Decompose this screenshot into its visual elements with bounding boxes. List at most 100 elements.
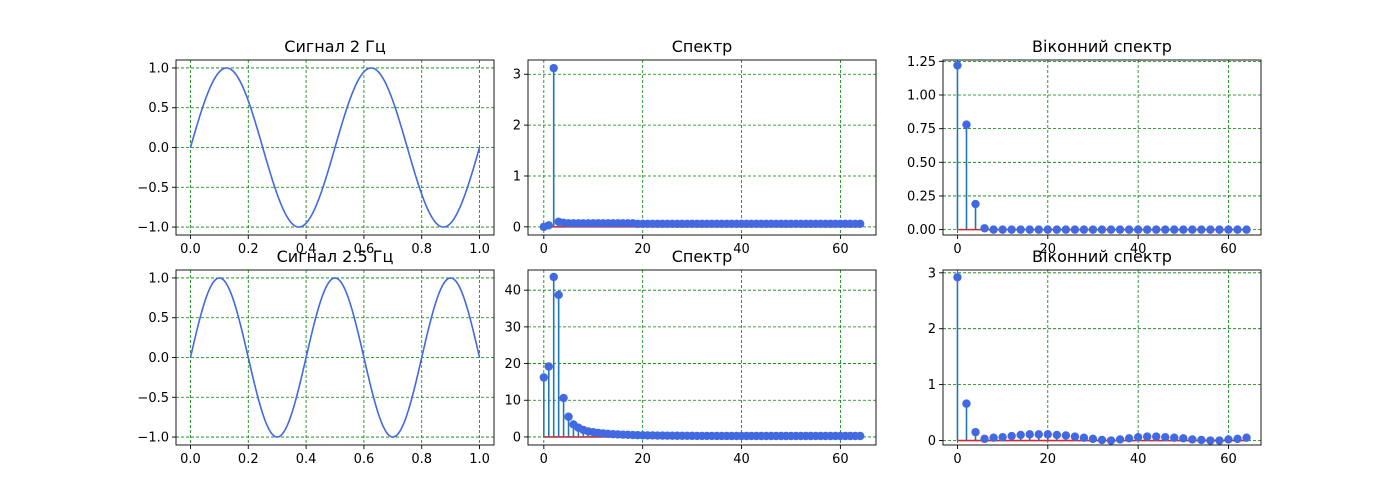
y-tick-label: 0.5 [148, 101, 169, 116]
stem-marker [1233, 225, 1242, 234]
y-tick-label: 10 [504, 394, 521, 409]
stem-marker [1097, 225, 1107, 234]
stem-marker [1070, 225, 1080, 234]
y-tick-label: −0.5 [137, 391, 169, 406]
x-tick-label: 60 [832, 242, 849, 257]
stem-marker [1043, 225, 1052, 234]
y-tick-label: 1 [513, 169, 521, 184]
y-tick-label: −1.0 [137, 221, 169, 236]
x-tick-label: 0 [953, 452, 961, 467]
subplot-2: 0 20 40 60 0 1 2 3 Спектр [513, 37, 877, 257]
y-tick-label: 0 [928, 434, 936, 449]
stem-marker [1106, 436, 1116, 445]
x-tick-label: 0.0 [180, 452, 201, 467]
stem-marker [1124, 434, 1134, 443]
stem-marker [980, 434, 989, 444]
x-tick-label: 60 [1220, 242, 1237, 257]
x-tick-label: 20 [1040, 242, 1057, 257]
stem-marker [1115, 225, 1125, 234]
x-tick-label: 0.2 [238, 242, 259, 257]
y-tick-label: 1.0 [148, 61, 169, 76]
stem-marker [1161, 225, 1170, 234]
stem-marker [1043, 430, 1052, 439]
x-tick-label: 0 [540, 452, 548, 467]
stem-marker [1224, 435, 1233, 444]
plot-area [189, 67, 481, 228]
x-tick-label: 20 [634, 242, 651, 257]
plot-area [953, 61, 1251, 234]
stem-marker [1142, 432, 1152, 441]
axes-frame [942, 59, 1262, 236]
y-tick-label: 1 [928, 378, 936, 393]
y-tick-label: 40 [504, 284, 521, 299]
subplot-1: 0.0 0.2 0.4 0.6 0.8 1.0 −1.0 −0.5 0.0 0.5 1.0 Сигна… [137, 37, 495, 257]
y-tick-label: 0.00 [907, 223, 936, 238]
stem-marker [989, 433, 998, 442]
y-tick-label: 1.00 [907, 89, 936, 104]
stem-marker [564, 412, 573, 421]
stem-marker [1061, 225, 1071, 234]
subplot-5: 0 20 40 60 0 10 20 30 40 Спектр [504, 247, 877, 467]
stem-marker [953, 273, 962, 282]
stem-marker [1007, 431, 1016, 441]
stem-marker [1007, 225, 1016, 234]
y-tick-label: 1.0 [148, 271, 169, 286]
x-tick-label: 0.2 [238, 452, 259, 467]
stem-marker [1052, 225, 1062, 234]
stem-marker [549, 272, 558, 282]
stem-marker [855, 431, 865, 441]
y-tick-label: 3 [513, 68, 521, 83]
subplot-title: Спектр [672, 247, 733, 266]
subplot-title: Сигнал 2.5 Гц [277, 247, 394, 266]
stem-marker [1161, 432, 1170, 442]
x-tick-label: 60 [832, 452, 849, 467]
stem-marker [1142, 225, 1152, 234]
y-tick-label: 0.0 [148, 141, 169, 156]
x-tick-label: 1.0 [469, 242, 490, 257]
x-tick-label: 0 [953, 242, 961, 257]
stem-marker [1016, 430, 1025, 440]
y-tick-label: 30 [504, 320, 521, 335]
stem-marker [1025, 225, 1034, 234]
stem-marker [544, 221, 553, 230]
stem-marker [953, 61, 962, 70]
stem-marker [549, 63, 558, 73]
stem-marker [855, 219, 865, 229]
stem-marker [980, 224, 989, 233]
stem-marker [1097, 435, 1107, 445]
stem-marker [1170, 225, 1179, 234]
stem-marker [1188, 435, 1197, 444]
stem-marker [1197, 435, 1206, 445]
stem-marker [1106, 225, 1116, 234]
y-tick-label: 2 [928, 322, 936, 337]
stem-marker [1215, 436, 1224, 445]
stem-marker [544, 362, 553, 371]
x-tick-label: 0.8 [411, 242, 432, 257]
stem-marker [989, 225, 998, 234]
subplot-title: Віконний спектр [1032, 247, 1172, 266]
x-tick-label: 40 [733, 452, 750, 467]
stem-marker [1034, 225, 1043, 234]
subplot-title: Сигнал 2 Гц [284, 37, 386, 56]
y-tick-label: 3 [928, 266, 936, 281]
stem-marker [1088, 225, 1098, 234]
subplot-3: 0 20 40 60 0.00 0.25 0.50 0.75 1.00 1.25 Віконний … [907, 37, 1262, 257]
stem-marker [1233, 434, 1242, 444]
stem-marker [1061, 431, 1071, 440]
subplot-title: Спектр [672, 37, 733, 56]
x-tick-label: 0 [540, 242, 548, 257]
stem-marker [962, 399, 971, 408]
stem-marker [1079, 225, 1089, 234]
stem-marker [962, 120, 971, 129]
stem-marker [1179, 434, 1188, 443]
subplot-6: 0 20 40 60 0 1 2 3 Віконний спектр [928, 247, 1262, 467]
axes-frame [527, 269, 877, 446]
stem-marker [1197, 225, 1206, 234]
plot-area [953, 273, 1251, 445]
stem-marker [1188, 225, 1197, 234]
stem-marker [1152, 225, 1161, 234]
x-tick-label: 20 [634, 452, 651, 467]
x-tick-label: 20 [1040, 452, 1057, 467]
y-tick-label: 0 [513, 220, 521, 235]
